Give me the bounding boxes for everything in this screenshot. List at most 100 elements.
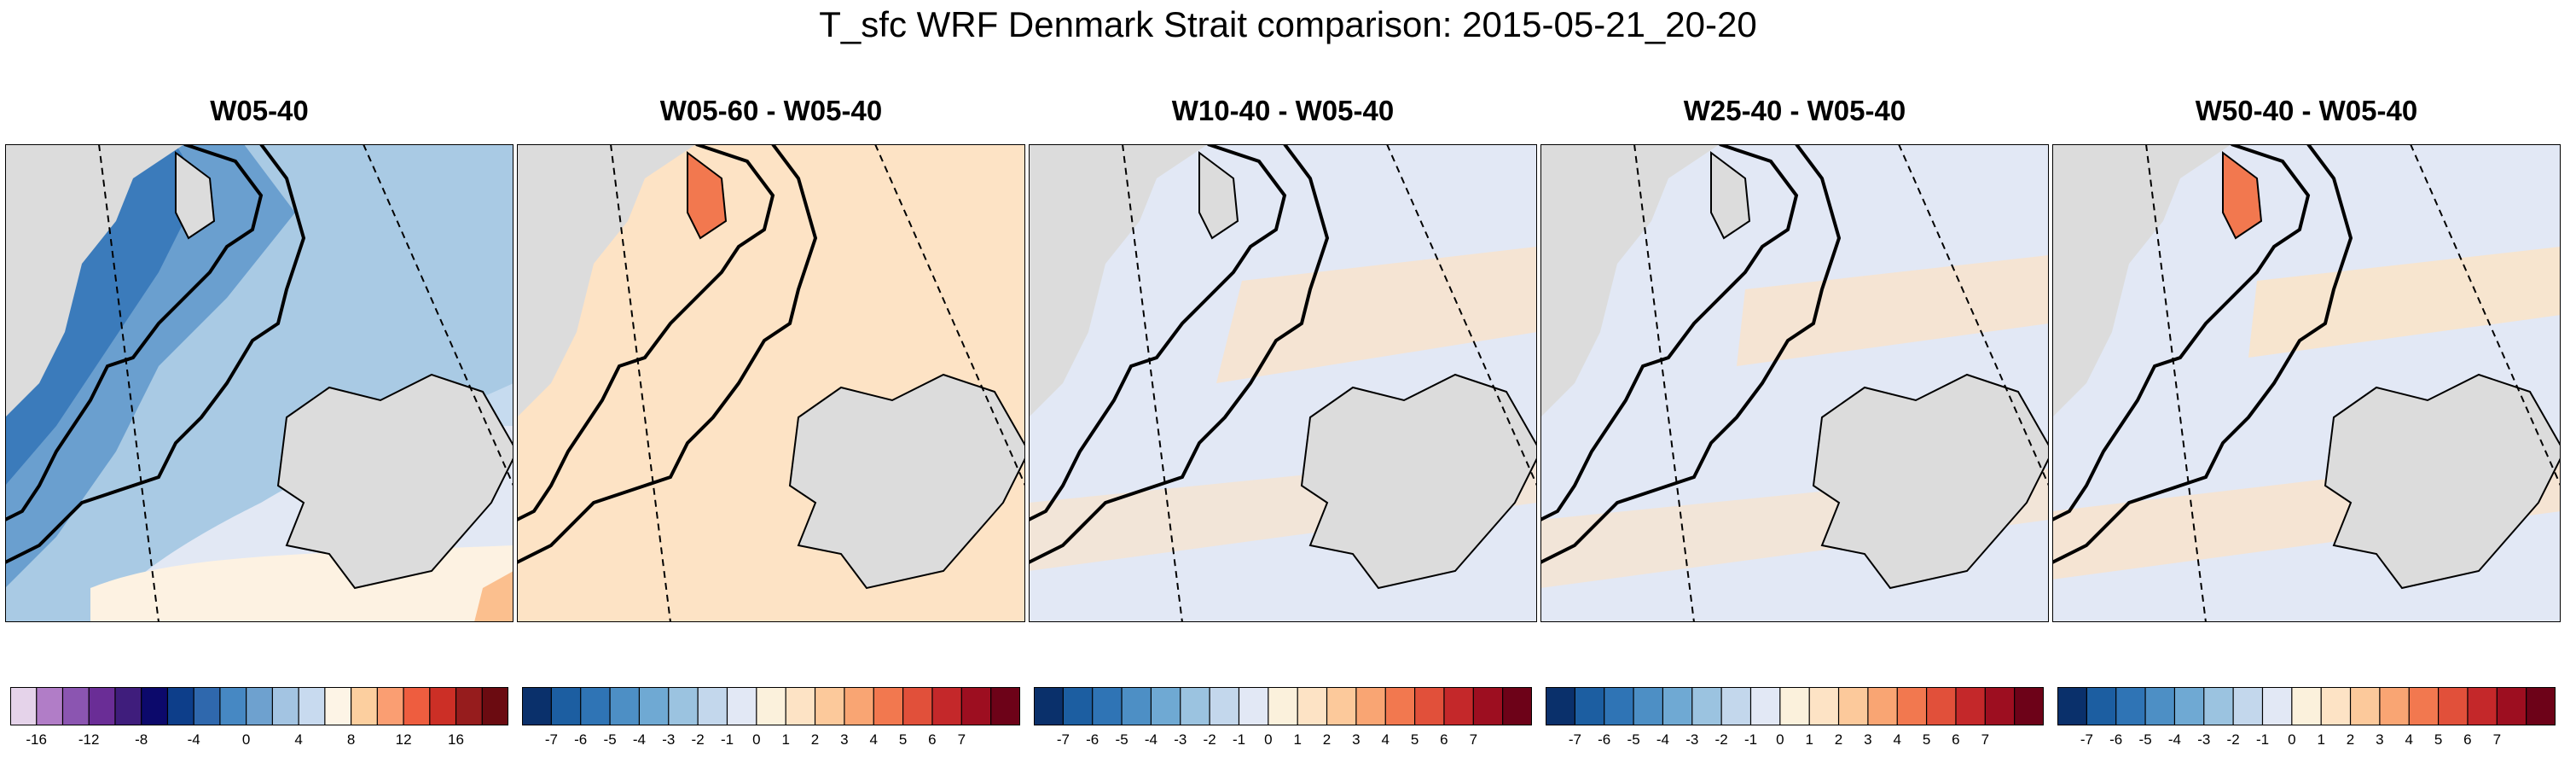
- meridian-line: [1633, 144, 1695, 622]
- colorbar-tick-label: 1: [1293, 731, 1302, 748]
- colorbar-tick-label: 2: [810, 731, 820, 748]
- meridian-line: [2145, 144, 2207, 622]
- colorbar-swatch: [1691, 687, 1723, 725]
- domain-boundary: [2052, 144, 2353, 564]
- colorbar-tick-label: 3: [2376, 731, 2384, 748]
- panel-w50-40-diff: W50-40 - W05-40 -7 -6 -5 -4 -3 -2 -1 0 1 2 3 4 5 6 7: [2052, 0, 2561, 763]
- colorbar-svg: [2057, 687, 2556, 725]
- colorbar-swatch: [1092, 687, 1123, 725]
- map-w05-60-diff: [517, 144, 1025, 622]
- colorbar-swatch: [580, 687, 612, 725]
- colorbar-swatch: [2349, 687, 2381, 725]
- colorbar-swatch: [2173, 687, 2205, 725]
- colorbar-swatch: [114, 687, 142, 725]
- warm-stripe: [2248, 247, 2561, 358]
- coastal-island: [175, 151, 216, 240]
- colorbar-tick-label: -7: [2080, 731, 2093, 748]
- colorbar-labels: -16 -12 -8 -4 0 4 8 12 16: [10, 731, 508, 752]
- colorbar-tick-label: 4: [1893, 731, 1901, 748]
- colorbar-swatch: [2057, 687, 2088, 725]
- colorbar-tick-label: 2: [1322, 731, 1332, 748]
- panel-w05-40: W05-40 -16 -12 -8 -4 0 4 8 12 16: [5, 0, 513, 763]
- colorbar-tick-label: 6: [1440, 731, 1448, 748]
- colorbar-tick-label: -6: [1086, 731, 1099, 748]
- colorbar-swatch: [1896, 687, 1928, 725]
- colorbar-swatch: [1209, 687, 1240, 725]
- map-w05-40: [5, 144, 513, 622]
- colorbar-svg: [522, 687, 1020, 725]
- colorbar-swatch: [668, 687, 699, 725]
- colorbar-tick-label: 4: [2405, 731, 2413, 748]
- iceland-landmass: [276, 373, 513, 590]
- colorbar-swatch: [1720, 687, 1752, 725]
- colorbar-tick-label: -1: [1232, 731, 1246, 748]
- colorbar-swatch: [1413, 687, 1446, 725]
- meridian-line: [363, 144, 513, 486]
- colorbar-tick-label: -4: [187, 731, 200, 748]
- panel-title: W25-40 - W05-40: [1683, 95, 1906, 126]
- colorbar-tick-label: -4: [1144, 731, 1157, 748]
- colorbar-swatch: [298, 687, 326, 725]
- colorbar-swatch: [873, 687, 904, 725]
- colorbar-tick-label: 7: [1981, 731, 1990, 748]
- colorbar-tick-label: 7: [1469, 731, 1478, 748]
- colorbar-tick-label: -4: [632, 731, 646, 748]
- colorbar-swatch: [193, 687, 222, 725]
- colorbar-swatch: [36, 687, 64, 725]
- colorbar-swatch: [246, 687, 274, 725]
- colorbar-swatch: [61, 687, 90, 725]
- greenland-landmass: [1029, 144, 1208, 417]
- colorbar-swatch: [785, 687, 816, 725]
- meridian-line: [1122, 144, 1183, 622]
- colorbar-swatch: [88, 687, 117, 725]
- panel-w25-40-diff: W25-40 - W05-40 -7 -6 -5 -4 -3 -2 -1 0 1 2 3 4 5 6 7: [1540, 0, 2049, 763]
- iceland-landmass: [2324, 373, 2561, 590]
- map-w25-40-diff: [1540, 144, 2049, 622]
- colorbar-tick-label: -3: [2197, 731, 2211, 748]
- colorbar-swatch: [756, 687, 787, 725]
- colorbar-tick-label: 4: [869, 731, 878, 748]
- colorbar-swatch: [2320, 687, 2352, 725]
- colorbar-tick-label: 0: [752, 731, 761, 748]
- colorbar-swatch: [1808, 687, 1840, 725]
- iceland-landmass: [1300, 373, 1537, 590]
- coastal-island: [1710, 151, 1751, 240]
- colorbar-swatch: [481, 687, 508, 725]
- colorbar-swatch: [376, 687, 405, 725]
- meridian-line: [610, 144, 671, 622]
- colorbar-tick-label: -16: [26, 731, 47, 748]
- colorbar-svg: [1034, 687, 1532, 725]
- colorbar-swatch: [1180, 687, 1211, 725]
- domain-boundary: [1029, 144, 1330, 564]
- shelf-boundary: [1540, 144, 1799, 521]
- colorbar-swatch: [2086, 687, 2117, 725]
- colorbar-swatch: [1925, 687, 1958, 725]
- panel-title: W05-40: [210, 95, 309, 126]
- south-east-corner: [474, 571, 513, 622]
- colorbar-tick-label: 4: [294, 731, 303, 748]
- colorbar-swatch: [2232, 687, 2264, 725]
- colorbar-swatch: [1297, 687, 1328, 725]
- colorbar-swatch: [403, 687, 431, 725]
- colorbar-swatch: [1238, 687, 1269, 725]
- colorbar-tick-label: -1: [2255, 731, 2270, 748]
- colorbar-swatch: [697, 687, 728, 725]
- colorbar-swatch: [2115, 687, 2147, 725]
- colorbar-tick-label: 5: [898, 731, 908, 748]
- panel-title: W50-40 - W05-40: [2195, 95, 2418, 126]
- colorbar-tick-label: -5: [603, 731, 617, 748]
- colorbar-tick-label: 1: [2317, 731, 2325, 748]
- colorbar-swatch: [1867, 687, 1899, 725]
- colorbar-tick-label: -8: [135, 731, 148, 748]
- colorbar-swatch: [522, 687, 553, 725]
- colorbar: [1546, 687, 2044, 725]
- colorbar-swatch: [2291, 687, 2323, 725]
- colorbar-swatch: [1384, 687, 1416, 725]
- colorbar-tick-label: -5: [2138, 731, 2152, 748]
- colorbar-swatch: [931, 687, 963, 725]
- colorbar-swatch: [1121, 687, 1152, 725]
- colorbar-tick-label: -1: [1743, 731, 1758, 748]
- colorbar: [10, 687, 508, 725]
- colorbar-tick-label: -3: [662, 731, 676, 748]
- meridian-line: [2410, 144, 2561, 486]
